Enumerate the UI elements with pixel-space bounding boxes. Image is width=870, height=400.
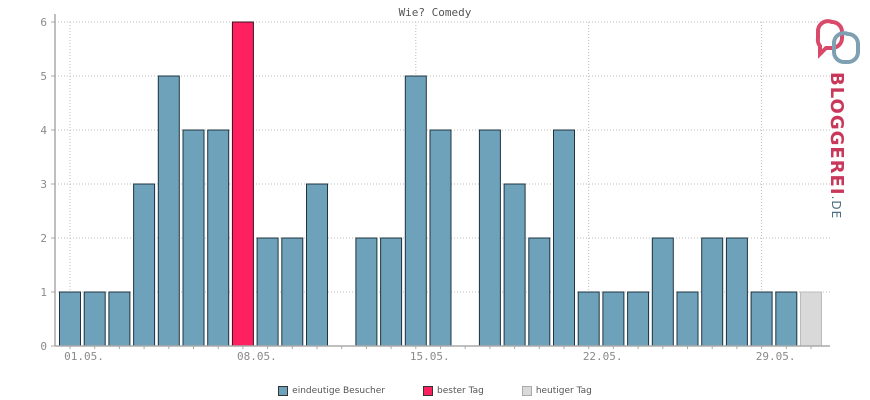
bar [725, 237, 748, 347]
y-tick-label: 2 [40, 232, 47, 245]
bar [651, 237, 674, 347]
bar [602, 291, 625, 347]
bloggerei-wordmark: BLOGGEREI.DE [826, 72, 847, 220]
bar [182, 129, 205, 347]
legend-swatch-best-day [423, 386, 433, 396]
y-tick-label: 0 [40, 340, 47, 353]
y-tick-label: 3 [40, 178, 47, 191]
x-tick-label: 01.05. [64, 350, 104, 363]
bar [256, 237, 279, 347]
bar [676, 291, 699, 347]
bar-best-day [231, 21, 254, 347]
bar [404, 75, 427, 347]
bloggerei-logo [812, 18, 868, 218]
bar [750, 291, 773, 347]
bars [59, 21, 822, 347]
y-tick-label: 4 [40, 124, 47, 137]
legend-item-best-day: bester Tag [423, 384, 484, 398]
bar [528, 237, 551, 347]
y-tick-label: 5 [40, 70, 47, 83]
bar [553, 129, 575, 347]
chart-title: Wie? Comedy [399, 6, 472, 19]
bar [83, 291, 106, 347]
bar-today [800, 291, 822, 347]
bar [281, 237, 304, 347]
bar [775, 291, 798, 347]
speech-bubbles-icon [815, 19, 860, 64]
legend-swatch-today [521, 386, 532, 396]
bar [306, 183, 328, 347]
axes: 0 1 2 3 4 5 6 01.05. 08.05. 15.05. 22.05. 29.05. [40, 14, 830, 363]
bar [207, 129, 230, 347]
legend-label-today: heutiger Tag [535, 386, 592, 396]
bar [503, 183, 526, 347]
bar [380, 237, 403, 347]
legend-label-best-day: bester Tag [437, 386, 484, 396]
bar [108, 291, 131, 347]
bar [577, 291, 600, 347]
y-tick-label: 6 [40, 16, 47, 29]
bar [133, 183, 156, 347]
x-tick-label: 08.05. [237, 350, 277, 363]
x-tick-label: 15.05. [410, 350, 450, 363]
bar [627, 291, 650, 347]
legend-item-visitors: eindeutige Besucher [278, 384, 385, 398]
bar [701, 237, 724, 347]
legend-swatch-visitors [278, 386, 289, 396]
bar [355, 237, 378, 347]
legend-label-visitors: eindeutige Besucher [292, 386, 385, 396]
chart-legend: eindeutige Besucher bester Tag heutiger … [0, 384, 870, 398]
x-tick-label: 29.05. [756, 350, 796, 363]
bar [478, 129, 501, 347]
legend-item-today: heutiger Tag [521, 384, 592, 398]
x-tick-label: 22.05. [583, 350, 623, 363]
bar [429, 129, 452, 347]
bar [59, 291, 81, 347]
y-tick-label: 1 [40, 286, 47, 299]
bar [157, 75, 180, 347]
